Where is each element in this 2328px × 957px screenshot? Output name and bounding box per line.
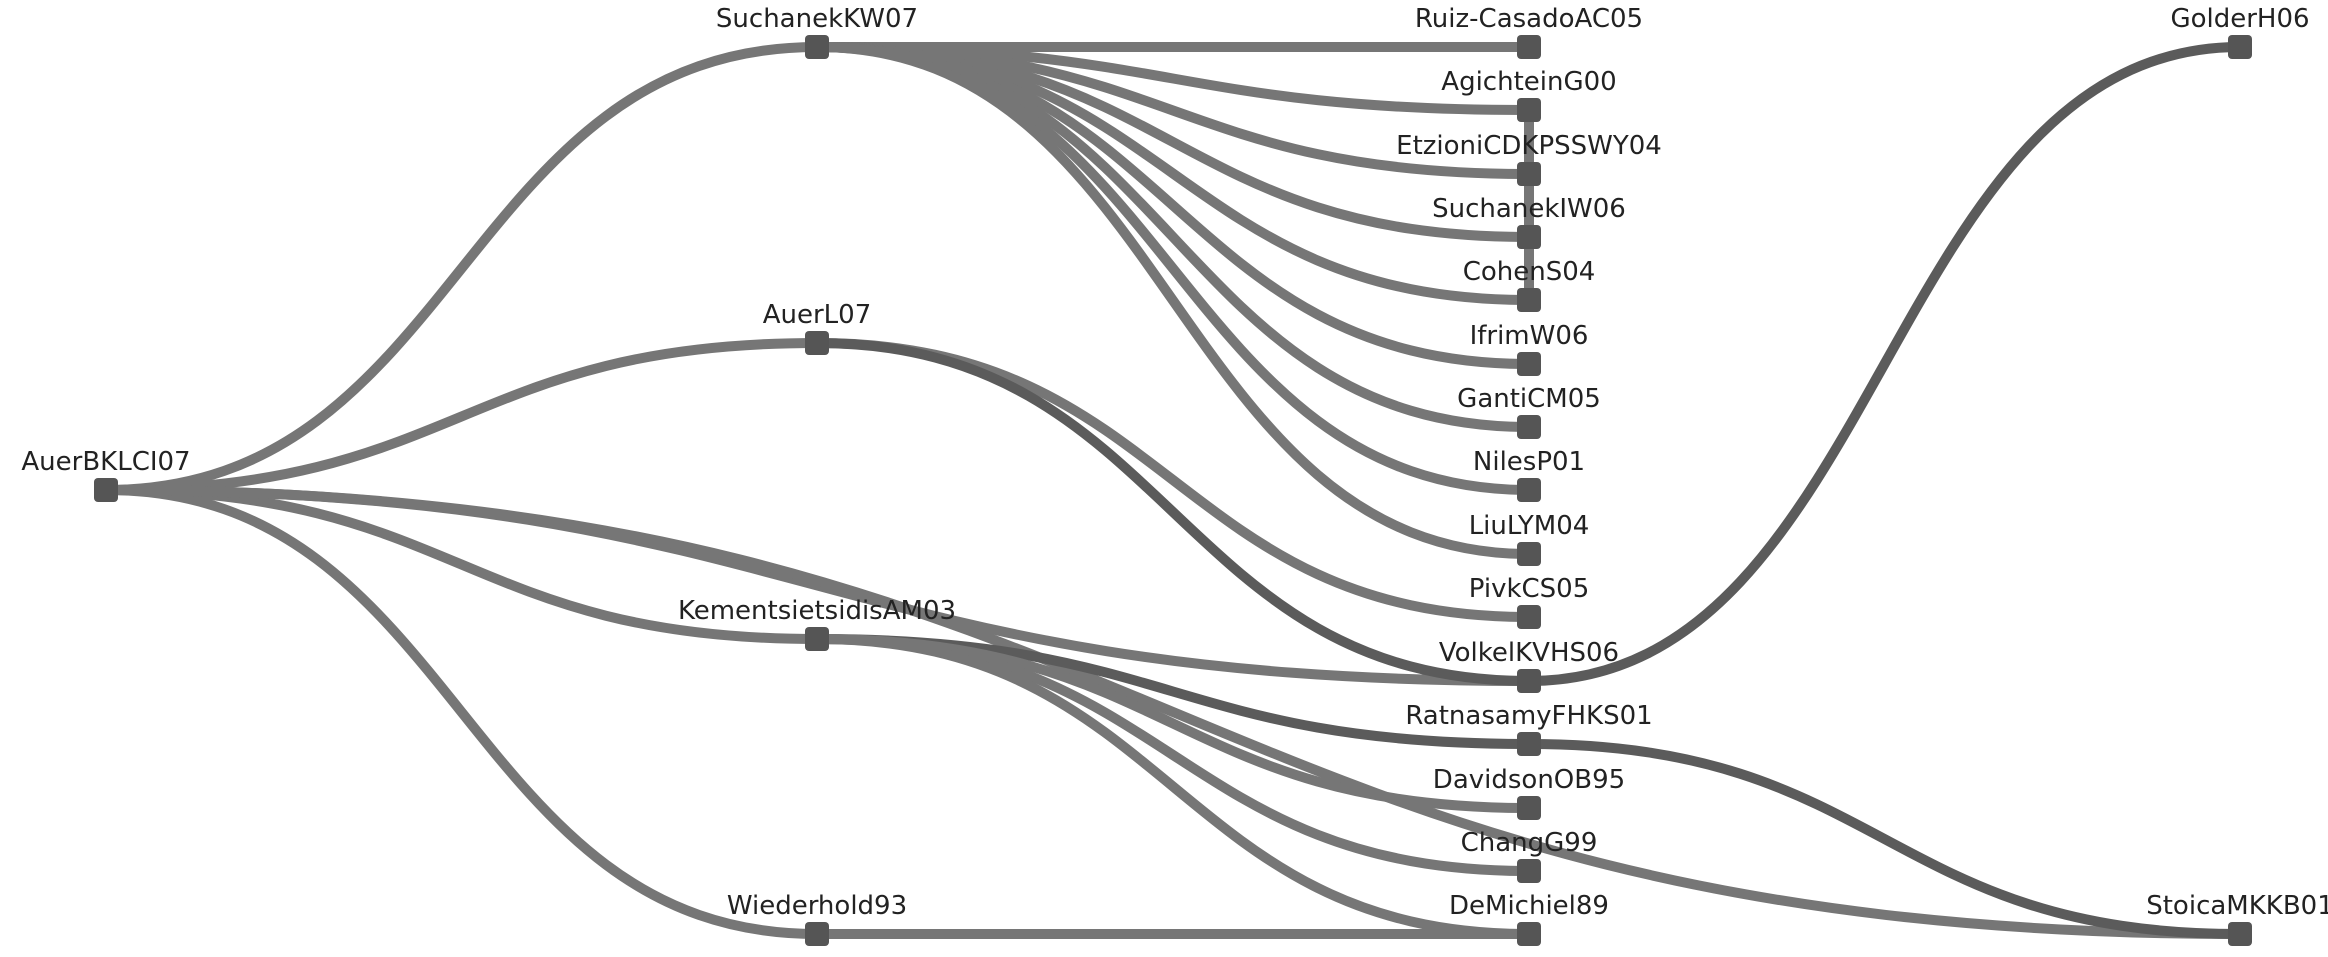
node-marker[interactable] (1517, 288, 1541, 312)
node-EtzioniCDKPSSWY04[interactable]: EtzioniCDKPSSWY04 (1396, 131, 1662, 186)
node-label: SuchanekKW07 (716, 4, 918, 34)
node-label: IfrimW06 (1470, 321, 1589, 351)
node-Wiederhold93[interactable]: Wiederhold93 (727, 891, 907, 946)
node-marker[interactable] (1517, 605, 1541, 629)
node-label: CohenS04 (1463, 257, 1596, 287)
edge-AuerBKLCI07-StoicaMKKB01 (101, 485, 2245, 939)
node-marker[interactable] (1517, 859, 1541, 883)
node-marker[interactable] (1517, 162, 1541, 186)
node-GolderH06[interactable]: GolderH06 (2170, 4, 2310, 59)
node-label: PivkCS05 (1469, 574, 1590, 604)
node-label: KementsietsidisAM03 (678, 596, 956, 626)
node-VolkelKVHS06[interactable]: VolkelKVHS06 (1439, 638, 1619, 693)
edge-KementsietsidisAM03-DeMichiel89 (812, 634, 1534, 939)
node-label: LiuLYM04 (1469, 511, 1590, 541)
node-ChangG99[interactable]: ChangG99 (1461, 828, 1598, 883)
node-label: DavidsonOB95 (1433, 765, 1625, 795)
nodes-layer: AuerBKLCI07 SuchanekKW07 AuerL07 Kementsiet… (21, 4, 2328, 946)
node-label: Ruiz-CasadoAC05 (1415, 4, 1643, 34)
edge-SuchanekKW07-LiuLYM04 (812, 42, 1534, 559)
node-DeMichiel89[interactable]: DeMichiel89 (1449, 891, 1609, 946)
node-marker[interactable] (2228, 35, 2252, 59)
node-marker[interactable] (805, 331, 829, 355)
node-marker[interactable] (1517, 98, 1541, 122)
node-marker[interactable] (1517, 542, 1541, 566)
node-label: GolderH06 (2170, 4, 2309, 34)
edges-layer (101, 41, 2245, 940)
node-label: AuerBKLCI07 (21, 447, 190, 477)
node-marker[interactable] (1517, 669, 1541, 693)
node-CohenS04[interactable]: CohenS04 (1463, 257, 1596, 312)
node-marker[interactable] (805, 627, 829, 651)
node-marker[interactable] (805, 922, 829, 946)
node-marker[interactable] (1517, 922, 1541, 946)
edge-AuerBKLCI07-KementsietsidisAM03 (101, 485, 822, 644)
node-label: StoicaMKKB01 (2146, 891, 2328, 921)
node-Ruiz-CasadoAC05[interactable]: Ruiz-CasadoAC05 (1415, 4, 1643, 59)
node-marker[interactable] (1517, 732, 1541, 756)
node-DavidsonOB95[interactable]: DavidsonOB95 (1433, 765, 1625, 820)
node-label: AuerL07 (763, 300, 872, 330)
node-marker[interactable] (1517, 35, 1541, 59)
edge-AuerBKLCI07-SuchanekKW07 (101, 42, 822, 495)
node-AuerL07[interactable]: AuerL07 (763, 300, 872, 355)
node-KementsietsidisAM03[interactable]: KementsietsidisAM03 (678, 596, 956, 651)
node-label: EtzioniCDKPSSWY04 (1396, 131, 1662, 161)
node-label: AgichteinG00 (1441, 67, 1616, 97)
node-marker[interactable] (94, 478, 118, 502)
node-GantiCM05[interactable]: GantiCM05 (1457, 384, 1601, 439)
node-marker[interactable] (1517, 225, 1541, 249)
edge-AuerL07-PivkCS05 (812, 338, 1534, 622)
node-PivkCS05[interactable]: PivkCS05 (1469, 574, 1590, 629)
node-label: SuchanekIW06 (1432, 194, 1626, 224)
node-label: VolkelKVHS06 (1439, 638, 1619, 668)
node-marker[interactable] (805, 35, 829, 59)
node-marker[interactable] (2228, 922, 2252, 946)
node-label: Wiederhold93 (727, 891, 907, 921)
node-AuerBKLCI07[interactable]: AuerBKLCI07 (21, 447, 191, 502)
node-SuchanekKW07[interactable]: SuchanekKW07 (716, 4, 918, 59)
node-label: NilesP01 (1473, 447, 1585, 477)
node-NilesP01[interactable]: NilesP01 (1473, 447, 1585, 502)
node-LiuLYM04[interactable]: LiuLYM04 (1469, 511, 1590, 566)
edge-AuerBKLCI07-AuerL07 (101, 338, 822, 495)
node-label: GantiCM05 (1457, 384, 1601, 414)
edge-AuerBKLCI07-Wiederhold93 (101, 485, 822, 939)
node-label: DeMichiel89 (1449, 891, 1609, 921)
node-AgichteinG00[interactable]: AgichteinG00 (1441, 67, 1617, 122)
edge-AuerL07-VolkelKVHS06 (812, 338, 1534, 686)
node-StoicaMKKB01[interactable]: StoicaMKKB01 (2146, 891, 2328, 946)
node-SuchanekIW06[interactable]: SuchanekIW06 (1432, 194, 1626, 249)
node-marker[interactable] (1517, 478, 1541, 502)
node-IfrimW06[interactable]: IfrimW06 (1470, 321, 1589, 376)
node-marker[interactable] (1517, 796, 1541, 820)
edge-VolkelKVHS06-GolderH06 (1524, 42, 2245, 686)
node-label: ChangG99 (1461, 828, 1598, 858)
node-label: RatnasamyFHKS01 (1405, 701, 1652, 731)
node-marker[interactable] (1517, 415, 1541, 439)
node-marker[interactable] (1517, 352, 1541, 376)
edge-SuchanekKW07-IfrimW06 (812, 42, 1534, 369)
node-RatnasamyFHKS01[interactable]: RatnasamyFHKS01 (1405, 701, 1653, 756)
edge-RatnasamyFHKS01-StoicaMKKB01 (1524, 739, 2245, 939)
